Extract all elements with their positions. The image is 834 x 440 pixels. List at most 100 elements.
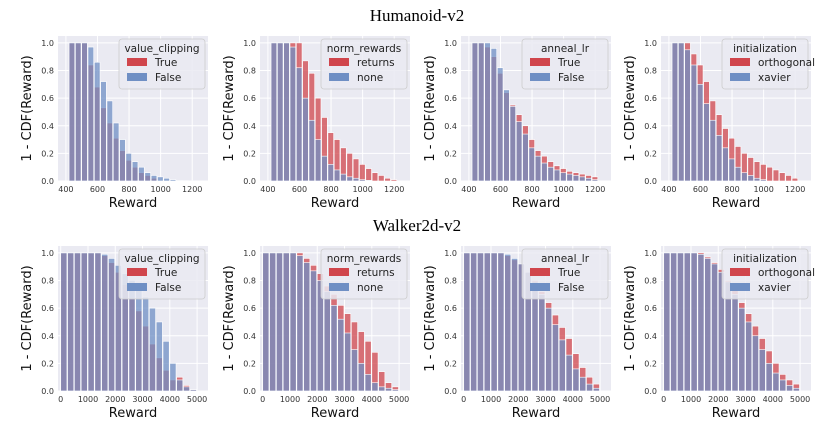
bar-none xyxy=(330,305,338,392)
legend-swatch xyxy=(127,283,147,291)
legend-label: returns xyxy=(357,267,395,279)
bar-returns xyxy=(371,172,379,182)
y-tick-label: 0.6 xyxy=(444,304,457,313)
bar-false xyxy=(522,133,529,182)
bar-xavier xyxy=(677,252,684,392)
y-tick-label: 1.0 xyxy=(644,39,657,48)
bar-xavier xyxy=(717,271,725,392)
x-tick-label: 0 xyxy=(461,395,466,404)
y-tick-label: 0.8 xyxy=(444,67,457,76)
bar-none xyxy=(289,46,297,182)
x-tick-label: 800 xyxy=(724,185,739,194)
legend: initialization orthogonal xavier xyxy=(721,38,815,90)
chart-panel: 0.0 0.2 0.4 0.6 0.8 1.0 0 1000 2000 3000 4000 5000 R… xyxy=(222,246,410,421)
bar-xavier xyxy=(747,175,754,182)
bar-xavier xyxy=(745,321,753,392)
bar-false xyxy=(490,48,498,182)
bar-false xyxy=(553,169,561,182)
y-tick-label: 0.0 xyxy=(41,177,54,186)
bar-false xyxy=(490,252,498,392)
bar-false xyxy=(534,155,542,182)
x-axis-label: Reward xyxy=(712,196,760,211)
legend-title: anneal_lr xyxy=(541,253,590,265)
bar-false xyxy=(509,106,516,182)
bar-xavier xyxy=(703,103,710,182)
bar-none xyxy=(314,139,322,182)
bar-false xyxy=(558,339,566,392)
y-tick-label: 1.0 xyxy=(444,249,457,258)
bar-returns xyxy=(352,158,360,182)
x-tick-label: 4000 xyxy=(563,395,583,404)
y-tick-label: 0.6 xyxy=(644,304,657,313)
bar-xavier xyxy=(741,172,748,182)
y-tick-label: 0.4 xyxy=(444,122,457,131)
y-tick-label: 0.4 xyxy=(243,122,256,131)
legend-swatch xyxy=(329,58,349,66)
x-axis-label: Reward xyxy=(311,196,359,211)
legend-label: True xyxy=(154,267,177,279)
bar-xavier xyxy=(715,135,723,182)
x-tick-label: 5000 xyxy=(590,395,610,404)
bar-xavier xyxy=(731,294,739,392)
legend-swatch xyxy=(329,73,349,81)
bar-false xyxy=(135,288,143,392)
legend-label: True xyxy=(557,267,580,279)
y-tick-label: 0.4 xyxy=(644,332,657,341)
legend-title: norm_rewards xyxy=(327,253,402,265)
legend-label: xavier xyxy=(758,282,791,294)
y-tick-label: 0.2 xyxy=(41,359,54,368)
y-tick-label: 0.2 xyxy=(444,359,457,368)
x-tick-label: 3000 xyxy=(735,395,755,404)
bar-none xyxy=(385,387,392,392)
bar-none xyxy=(346,176,353,182)
bar-none xyxy=(364,374,372,392)
x-tick-label: 0 xyxy=(661,395,666,404)
bar-false xyxy=(67,252,75,392)
y-tick-label: 1.0 xyxy=(243,39,256,48)
x-tick-label: 800 xyxy=(323,185,338,194)
x-axis-label: Reward xyxy=(512,196,560,211)
y-tick-label: 0.0 xyxy=(444,387,457,396)
bar-false xyxy=(471,42,479,182)
y-tick-label: 0.4 xyxy=(644,122,657,131)
x-tick-label: 400 xyxy=(661,185,676,194)
legend-label: False xyxy=(558,282,584,294)
bar-false xyxy=(189,389,197,392)
x-tick-label: 2000 xyxy=(708,395,728,404)
bar-false xyxy=(155,321,163,392)
x-tick-label: 2000 xyxy=(508,395,528,404)
legend-swatch xyxy=(530,58,550,66)
bar-none xyxy=(321,155,328,182)
x-tick-label: 1200 xyxy=(585,185,605,194)
x-tick-label: 400 xyxy=(461,185,476,194)
x-tick-label: 600 xyxy=(693,185,708,194)
bar-returns xyxy=(378,175,385,182)
legend-label: orthogonal xyxy=(758,57,815,69)
bar-none xyxy=(365,180,372,182)
bar-false xyxy=(528,147,535,182)
x-tick-label: 400 xyxy=(260,185,275,194)
bar-none xyxy=(282,252,290,392)
bar-xavier xyxy=(670,252,678,392)
y-tick-label: 0.6 xyxy=(243,304,256,313)
y-tick-label: 1.0 xyxy=(444,39,457,48)
chart-panel: 0.0 0.2 0.4 0.6 0.8 1.0 400 600 800 1000 1200 Rewar… xyxy=(623,36,815,211)
bar-false xyxy=(517,263,525,392)
bar-orthogonal xyxy=(766,166,773,182)
legend-swatch xyxy=(127,73,147,81)
legend: initialization orthogonal xavier xyxy=(721,248,815,300)
bar-false xyxy=(68,42,76,182)
x-axis-label: Reward xyxy=(109,406,157,421)
y-tick-label: 0.4 xyxy=(243,332,256,341)
bar-false xyxy=(586,383,593,392)
legend: value_clipping True False xyxy=(118,38,206,90)
bar-none xyxy=(270,42,278,182)
bar-false xyxy=(106,100,113,182)
bar-xavier xyxy=(690,64,698,182)
bar-xavier xyxy=(772,372,780,392)
bar-xavier xyxy=(765,363,773,392)
bar-xavier xyxy=(728,158,735,182)
bar-false xyxy=(94,252,102,392)
x-axis-label: Reward xyxy=(712,406,760,421)
